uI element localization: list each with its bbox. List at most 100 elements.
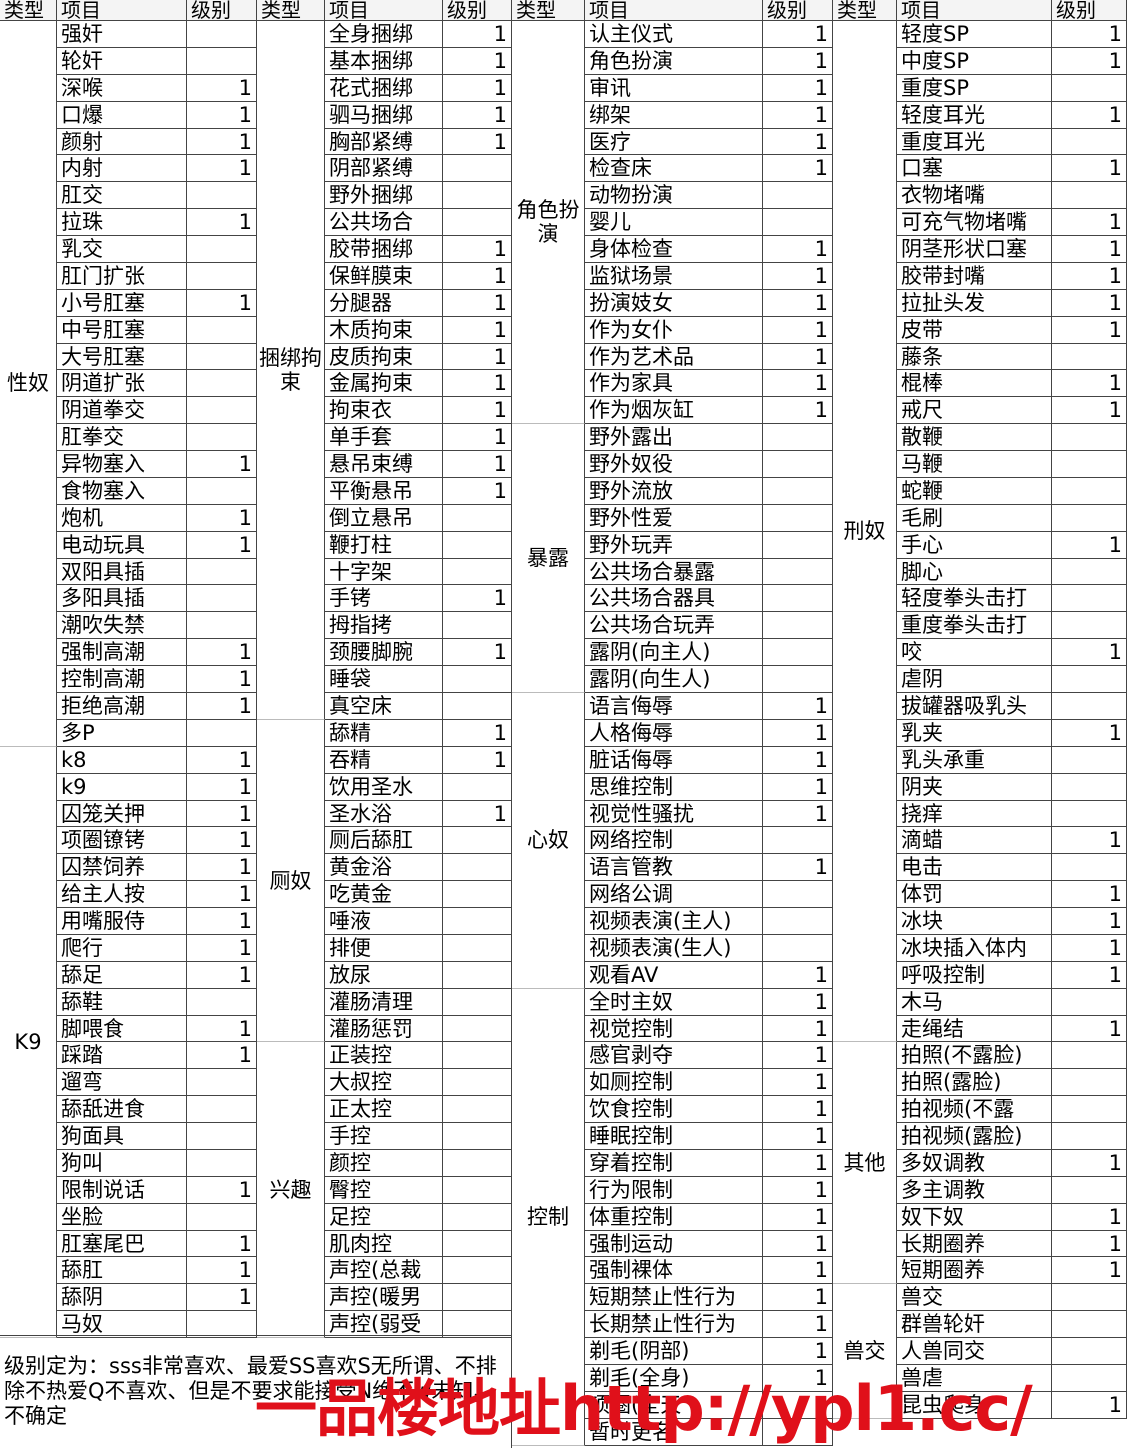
level-cell	[763, 209, 833, 237]
level-cell	[763, 881, 833, 909]
level-cell	[187, 182, 257, 210]
item-cell: 拍视频(不露	[897, 1096, 1052, 1124]
item-cell: 作为女仆	[585, 316, 763, 344]
item-cell: 分腿器	[325, 289, 443, 317]
item-cell: 舔足	[57, 961, 187, 989]
level-cell: 1	[443, 719, 512, 747]
item-cell: 内射	[57, 155, 187, 183]
header-cell: 级别	[187, 0, 257, 21]
level-cell	[763, 424, 833, 452]
item-cell: 拉扯头发	[897, 289, 1052, 317]
item-cell: 视频表演(主人)	[585, 908, 763, 935]
item-cell: 监狱场景	[585, 262, 763, 290]
item-cell: 木马	[897, 988, 1052, 1016]
item-cell: k8	[57, 746, 187, 774]
item-cell: 人兽同交	[897, 1338, 1052, 1365]
level-cell: 1	[763, 1365, 833, 1392]
item-cell: 戒尺	[897, 397, 1052, 425]
item-cell: 衣物堵嘴	[897, 182, 1052, 210]
item-cell: 声控(总裁	[325, 1257, 443, 1285]
level-cell	[1052, 800, 1127, 828]
level-cell	[443, 1176, 512, 1204]
item-cell: 作为烟灰缸	[585, 397, 763, 425]
level-cell: 1	[1052, 101, 1127, 129]
item-cell: 观看AV	[585, 961, 763, 989]
level-cell: 1	[1052, 155, 1127, 183]
level-cell: 1	[763, 693, 833, 720]
item-cell: 强制裸体	[585, 1257, 763, 1285]
item-cell: 拍照(露脸)	[897, 1069, 1052, 1097]
item-cell: 视觉控制	[585, 1015, 763, 1043]
item-cell: 短期圈养	[897, 1257, 1052, 1285]
item-cell: 排便	[325, 934, 443, 962]
item-cell: 臀控	[325, 1176, 443, 1204]
level-cell: 1	[187, 531, 257, 559]
level-cell	[443, 155, 512, 183]
level-cell: 1	[763, 1123, 833, 1150]
item-cell: 长期禁止性行为	[585, 1311, 763, 1339]
item-cell: 放尿	[325, 961, 443, 989]
item-cell: 医疗	[585, 128, 763, 156]
item-cell: 检查床	[585, 155, 763, 183]
header-cell: 级别	[1052, 0, 1127, 21]
level-cell: 1	[1052, 639, 1127, 667]
item-cell: 轻度拳头击打	[897, 585, 1052, 613]
item-cell: 剃毛(阴部)	[585, 1338, 763, 1365]
type-cell: 刑奴	[833, 21, 897, 1043]
level-cell	[187, 1203, 257, 1231]
level-cell: 1	[187, 1284, 257, 1312]
item-cell: 胸部紧缚	[325, 128, 443, 156]
item-cell: 公共场合	[325, 209, 443, 237]
level-cell: 1	[187, 451, 257, 478]
level-cell: 1	[187, 1176, 257, 1204]
item-cell: 野外露出	[585, 424, 763, 452]
level-cell: 1	[443, 343, 512, 371]
level-cell: 1	[763, 262, 833, 290]
level-cell: 1	[763, 1096, 833, 1124]
level-cell: 1	[1052, 1230, 1127, 1258]
level-cell	[443, 531, 512, 559]
level-cell	[443, 881, 512, 909]
item-cell: 认主仪式	[585, 21, 763, 48]
level-cell: 1	[763, 47, 833, 75]
item-cell: 狗面具	[57, 1123, 187, 1150]
item-cell: 公共场合玩弄	[585, 612, 763, 640]
level-cell: 1	[443, 424, 512, 452]
level-cell	[187, 236, 257, 263]
level-cell	[187, 424, 257, 452]
item-cell: 视频表演(生人)	[585, 934, 763, 962]
item-cell: 冰块插入体内	[897, 934, 1052, 962]
item-cell: 悬吊束缚	[325, 451, 443, 478]
item-cell: 强制运动	[585, 1230, 763, 1258]
level-cell: 1	[763, 1015, 833, 1043]
level-cell	[1052, 558, 1127, 586]
header-cell: 类型	[512, 0, 585, 21]
item-cell: 野外流放	[585, 477, 763, 505]
item-cell: 咬	[897, 639, 1052, 667]
item-cell: 全身捆绑	[325, 21, 443, 48]
type-cell: 暴露	[512, 424, 585, 693]
level-cell: 1	[187, 666, 257, 693]
item-cell: 藤条	[897, 343, 1052, 371]
item-cell: 胶带封嘴	[897, 262, 1052, 290]
item-cell: 用嘴服侍	[57, 908, 187, 935]
item-cell: 睡袋	[325, 666, 443, 693]
item-cell: 群兽轮奸	[897, 1311, 1052, 1339]
item-cell: 驷马捆绑	[325, 101, 443, 129]
level-cell: 1	[763, 1203, 833, 1231]
level-cell: 1	[763, 854, 833, 882]
level-cell	[1052, 74, 1127, 102]
level-cell	[1052, 988, 1127, 1016]
level-cell	[443, 1069, 512, 1097]
level-cell	[443, 1123, 512, 1150]
level-cell: 1	[763, 343, 833, 371]
item-cell: 脚喂食	[57, 1015, 187, 1043]
level-cell	[1052, 1365, 1127, 1392]
item-cell: 大号肛塞	[57, 343, 187, 371]
level-cell	[1052, 854, 1127, 882]
level-cell: 1	[1052, 1015, 1127, 1043]
level-cell	[187, 1311, 257, 1339]
level-cell	[187, 397, 257, 425]
item-cell: 轻度耳光	[897, 101, 1052, 129]
type-cell: 兽交	[833, 1284, 897, 1419]
